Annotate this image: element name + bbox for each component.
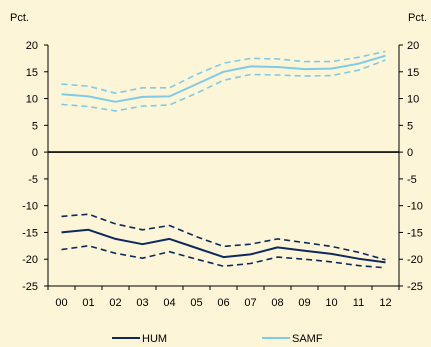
y-tick-label-right: 5 [407, 120, 413, 132]
y-tick-label-right: -10 [407, 201, 423, 213]
samf-upper-band-line [61, 50, 386, 94]
y-tick-label-right: 15 [407, 67, 419, 79]
x-tick-label: 07 [244, 297, 256, 309]
samf-central-line [61, 54, 386, 103]
x-tick-label: 11 [353, 297, 364, 309]
x-tick-label: 00 [55, 297, 67, 309]
y-tick-label-left: 0 [32, 147, 38, 159]
x-tick-label: 10 [325, 297, 337, 309]
x-tick-label: 06 [217, 297, 229, 309]
legend: HUM SAMF [112, 333, 323, 345]
y-tick-label-left: 20 [26, 40, 38, 52]
y-axis-label-right: Pct. [408, 12, 427, 24]
hum-upper-band-line [61, 213, 386, 261]
y-tick-label-left: -10 [22, 201, 38, 213]
y-tick-label-left: -20 [22, 254, 38, 266]
x-tick-label: 12 [379, 297, 391, 309]
x-tick-label: 09 [298, 297, 310, 309]
y-tick-label-right: -15 [407, 227, 423, 239]
y-tick-label-left: -25 [22, 281, 38, 293]
y-tick-label-left: 15 [26, 67, 38, 79]
plot-lines [61, 50, 386, 269]
y-tick-label-left: -5 [28, 174, 38, 186]
y-tick-label-right: -25 [407, 281, 423, 293]
x-tick-label: 08 [271, 297, 283, 309]
x-tick-label: 03 [136, 297, 148, 309]
x-tick-label: 01 [82, 297, 94, 309]
y-tick-label-left: 5 [32, 120, 38, 132]
hum-lower-band-line [61, 245, 386, 269]
samf-lower-band-line [61, 59, 386, 112]
y-tick-label-right: 10 [407, 94, 419, 106]
hum-central-line [61, 228, 386, 264]
legend-label-hum: HUM [142, 333, 167, 345]
y-axis-label-left: Pct. [10, 12, 29, 24]
y-tick-label-right: -20 [407, 254, 423, 266]
y-tick-label-left: -15 [22, 227, 38, 239]
x-tick-label: 05 [190, 297, 202, 309]
axes [44, 44, 403, 290]
y-tick-label-right: 0 [407, 147, 413, 159]
legend-label-samf: SAMF [292, 333, 323, 345]
x-tick-label: 02 [109, 297, 121, 309]
y-tick-label-left: 10 [26, 94, 38, 106]
x-tick-label: 04 [163, 297, 175, 309]
y-tick-label-right: -5 [407, 174, 417, 186]
y-tick-label-right: 20 [407, 40, 419, 52]
